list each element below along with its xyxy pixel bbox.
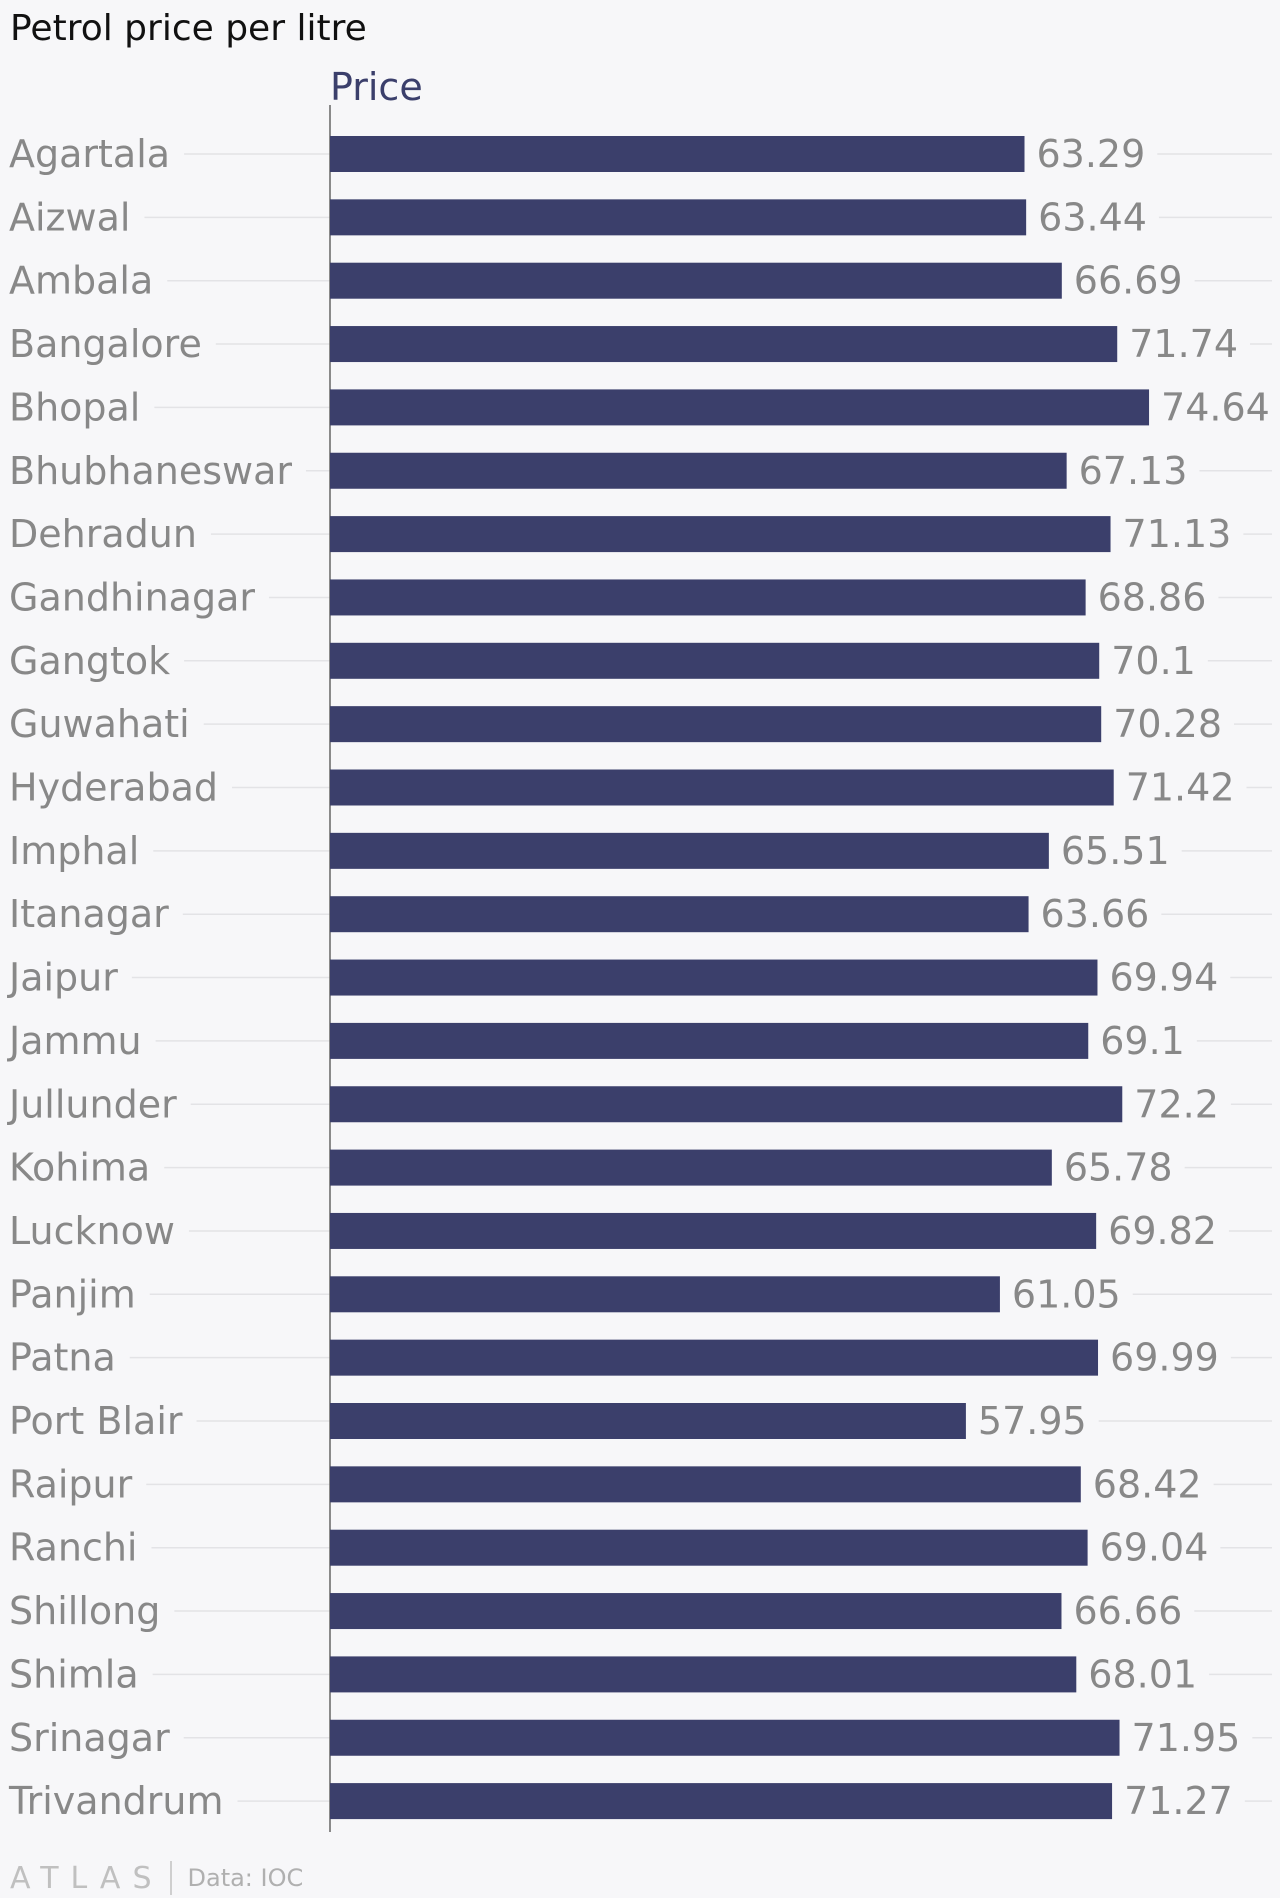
chart-footer: ATLAS Data: IOC	[10, 1858, 303, 1898]
value-label: 68.42	[1093, 1462, 1202, 1506]
value-label: 69.82	[1108, 1209, 1217, 1253]
category-label: Hyderabad	[9, 766, 218, 810]
bar	[330, 1783, 1113, 1820]
bar	[330, 1149, 1052, 1186]
value-label: 67.13	[1079, 449, 1188, 493]
category-label: Lucknow	[9, 1209, 175, 1253]
category-label: Port Blair	[9, 1399, 183, 1443]
value-label: 69.1	[1100, 1019, 1185, 1063]
value-label: 57.95	[978, 1399, 1087, 1443]
value-label: 70.1	[1111, 639, 1196, 683]
category-label: Raipur	[9, 1462, 133, 1506]
value-label: 65.51	[1061, 829, 1170, 873]
category-label: Jaipur	[7, 956, 118, 1000]
bar	[330, 1466, 1081, 1503]
category-label: Aizwal	[9, 195, 130, 239]
value-label: 68.01	[1088, 1652, 1197, 1696]
data-source: Data: IOC	[187, 1864, 304, 1892]
category-label: Shimla	[9, 1652, 139, 1696]
bar	[330, 579, 1086, 616]
bar-chart: Price Agartala 63.29 Aizwal 63.44 Ambala 66.69…	[7, 65, 1272, 1832]
value-label: 66.66	[1073, 1589, 1182, 1633]
value-label: 66.69	[1074, 259, 1183, 303]
value-label: 74.64	[1161, 385, 1270, 429]
bar	[330, 326, 1118, 363]
bar	[330, 1212, 1097, 1249]
footer-divider	[169, 1861, 172, 1895]
category-label: Gandhinagar	[9, 575, 255, 619]
value-label: 69.94	[1109, 956, 1218, 1000]
bar	[330, 832, 1049, 869]
value-label: 71.42	[1126, 766, 1235, 810]
category-label: Dehradun	[9, 512, 197, 556]
category-label: Ambala	[9, 259, 153, 303]
bar	[330, 1719, 1120, 1756]
category-label: Trivandrum	[8, 1779, 224, 1823]
value-label: 65.78	[1064, 1146, 1173, 1190]
bar	[330, 1529, 1088, 1566]
labels: Price Agartala 63.29 Aizwal 63.44 Ambala 66.69…	[7, 65, 1270, 1823]
value-label: 71.74	[1129, 322, 1238, 366]
value-label: 61.05	[1012, 1272, 1121, 1316]
category-label: Ranchi	[9, 1526, 137, 1570]
category-label: Shillong	[9, 1589, 160, 1633]
value-label: 68.86	[1098, 575, 1207, 619]
atlas-logo: ATLAS	[10, 1860, 164, 1896]
bar	[330, 1022, 1089, 1059]
bar	[330, 262, 1062, 299]
bar	[330, 1086, 1123, 1123]
bar	[330, 452, 1067, 489]
value-label: 69.99	[1110, 1336, 1219, 1380]
bar	[330, 1403, 966, 1439]
value-label: 69.04	[1100, 1526, 1209, 1570]
category-label: Bangalore	[9, 322, 202, 366]
bar	[330, 642, 1100, 679]
bar	[330, 896, 1029, 933]
value-label: 63.29	[1037, 132, 1146, 176]
bar	[330, 706, 1102, 743]
bars	[330, 136, 1150, 1820]
value-label: 71.27	[1124, 1779, 1233, 1823]
category-label: Jammu	[7, 1019, 142, 1063]
value-label: 63.44	[1038, 195, 1147, 239]
bar	[330, 389, 1150, 426]
value-label: 71.95	[1132, 1716, 1241, 1760]
value-label: 72.2	[1134, 1082, 1219, 1126]
category-label: Kohima	[9, 1146, 150, 1190]
bar	[330, 136, 1025, 172]
category-label: Agartala	[9, 132, 170, 176]
value-label: 63.66	[1041, 892, 1150, 936]
category-label: Bhopal	[9, 385, 140, 429]
category-label: Gangtok	[9, 639, 170, 683]
category-label: Panjim	[9, 1272, 136, 1316]
bar	[330, 199, 1027, 236]
bar	[330, 1339, 1099, 1376]
value-label: 71.13	[1123, 512, 1232, 556]
bar	[330, 959, 1098, 996]
series-label: Price	[330, 65, 423, 109]
category-label: Guwahati	[9, 702, 190, 746]
bar	[330, 1593, 1062, 1630]
bar	[330, 769, 1114, 806]
category-label: Imphal	[9, 829, 139, 873]
category-label: Srinagar	[9, 1716, 170, 1760]
chart-title: Petrol price per litre	[10, 8, 367, 49]
bar	[330, 516, 1111, 553]
bar	[330, 1276, 1000, 1313]
value-label: 70.28	[1113, 702, 1222, 746]
category-label: Bhubhaneswar	[9, 449, 292, 493]
bar	[330, 1656, 1077, 1693]
category-label: Itanagar	[9, 892, 169, 936]
category-label: Jullunder	[7, 1082, 177, 1126]
category-label: Patna	[9, 1336, 116, 1380]
